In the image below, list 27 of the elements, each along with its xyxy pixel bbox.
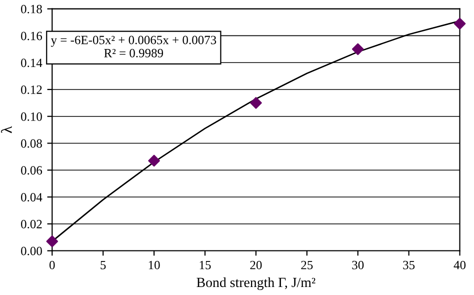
point	[454, 18, 466, 30]
x-tick-label: 35	[403, 260, 415, 270]
y-tick-label: 0.00	[21, 246, 42, 256]
x-tick-label: 25	[301, 260, 313, 270]
y-tick-label: 0.14	[21, 58, 42, 68]
x-axis-title: Bond strength Γ, J/m²	[196, 277, 316, 290]
y-tick-label: 0.10	[21, 112, 42, 121]
x-tick-label: 30	[352, 260, 364, 270]
point	[148, 154, 160, 167]
x-tick-label: 15	[200, 260, 211, 270]
y-tick-label: 0.02	[21, 220, 42, 228]
annotation: y = -6E-05x² + 0.0065x + 0.0073 R² = 0.9989	[50, 36, 216, 58]
y-tick-label: 0.08	[21, 139, 42, 148]
y-tick-label: 0.16	[21, 32, 42, 40]
x-tick-label: 10	[148, 260, 160, 270]
y-tick-label: 0.04	[21, 193, 42, 202]
y-tick-label: 0.06	[21, 166, 42, 175]
y-tick-label: 0.12	[21, 86, 42, 94]
x-tick-label: 5	[100, 260, 106, 270]
point	[250, 97, 262, 109]
x-tick-label: 20	[250, 260, 262, 270]
point	[352, 43, 364, 56]
x-tick-label: 0	[49, 260, 55, 270]
y-tick-label: 0.18	[21, 4, 42, 14]
y-axis-title: λ	[0, 126, 12, 134]
x-tick-label: 40	[454, 260, 466, 270]
point	[46, 235, 58, 248]
